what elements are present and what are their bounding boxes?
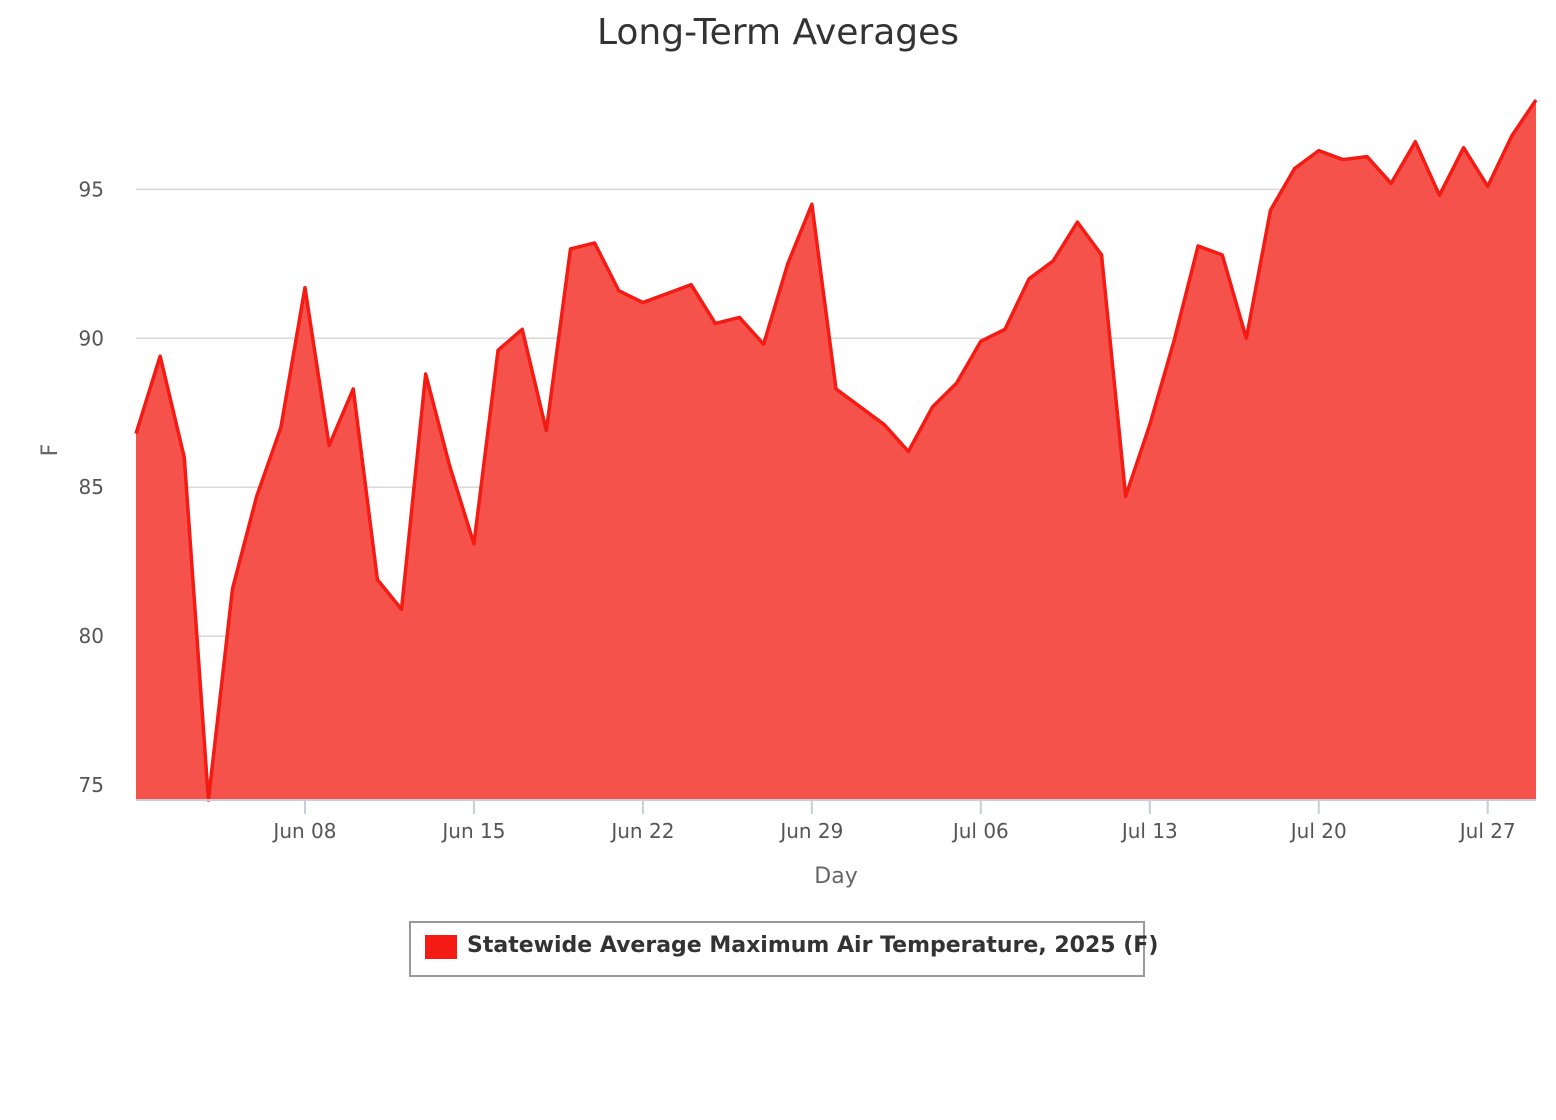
x-tick-label: Jun 22 bbox=[609, 819, 674, 843]
data-point[interactable] bbox=[762, 342, 766, 346]
y-tick-label: 80 bbox=[79, 624, 104, 648]
data-point[interactable] bbox=[1462, 146, 1466, 150]
data-point[interactable] bbox=[1172, 339, 1176, 343]
data-point[interactable] bbox=[1220, 253, 1224, 257]
data-point[interactable] bbox=[375, 578, 379, 582]
data-point[interactable] bbox=[279, 426, 283, 430]
data-point[interactable] bbox=[786, 262, 790, 266]
data-point[interactable] bbox=[1051, 259, 1055, 263]
data-point[interactable] bbox=[1413, 140, 1417, 144]
data-point[interactable] bbox=[158, 354, 162, 358]
chart-title: Long-Term Averages bbox=[596, 12, 960, 53]
data-point[interactable] bbox=[496, 348, 500, 352]
data-point[interactable] bbox=[1196, 244, 1200, 248]
data-point[interactable] bbox=[1148, 423, 1152, 427]
data-point[interactable] bbox=[1389, 181, 1393, 185]
data-point[interactable] bbox=[834, 387, 838, 391]
y-tick-label: 90 bbox=[79, 326, 104, 350]
data-point[interactable] bbox=[906, 449, 910, 453]
data-point[interactable] bbox=[568, 247, 572, 251]
data-point[interactable] bbox=[231, 587, 235, 591]
legend-swatch bbox=[425, 935, 457, 959]
legend-label: Statewide Average Maximum Air Temperatur… bbox=[467, 933, 1159, 958]
data-point[interactable] bbox=[351, 387, 355, 391]
data-point[interactable] bbox=[400, 607, 404, 611]
data-point[interactable] bbox=[979, 339, 983, 343]
data-point[interactable] bbox=[882, 423, 886, 427]
legend[interactable]: Statewide Average Maximum Air Temperatur… bbox=[409, 921, 1158, 977]
data-point[interactable] bbox=[520, 327, 524, 331]
x-tick-label: Jun 08 bbox=[271, 819, 336, 843]
series-area bbox=[134, 98, 1538, 802]
data-point[interactable] bbox=[1244, 336, 1248, 340]
data-point[interactable] bbox=[303, 286, 307, 290]
data-point[interactable] bbox=[1365, 155, 1369, 159]
data-point[interactable] bbox=[665, 292, 669, 296]
data-point[interactable] bbox=[255, 494, 259, 498]
data-point[interactable] bbox=[858, 405, 862, 409]
data-point[interactable] bbox=[1534, 98, 1538, 102]
data-point[interactable] bbox=[617, 289, 621, 293]
data-point[interactable] bbox=[810, 202, 814, 206]
data-point[interactable] bbox=[1510, 134, 1514, 138]
data-point[interactable] bbox=[931, 405, 935, 409]
data-point[interactable] bbox=[134, 432, 138, 436]
y-tick-label: 85 bbox=[79, 475, 104, 499]
y-axis-title: F bbox=[38, 444, 63, 457]
data-point[interactable] bbox=[1003, 327, 1007, 331]
data-point[interactable] bbox=[424, 372, 428, 376]
data-point[interactable] bbox=[955, 381, 959, 385]
data-point[interactable] bbox=[713, 321, 717, 325]
x-axis-ticks: Jun 08 Jun 15 Jun 22 Jun 29 Jul 06 Jul 13 Jul … bbox=[271, 800, 1516, 843]
data-point[interactable] bbox=[182, 455, 186, 459]
data-point[interactable] bbox=[1100, 253, 1104, 257]
x-tick-label: Jul 27 bbox=[1458, 819, 1516, 843]
data-point[interactable] bbox=[1027, 277, 1031, 281]
y-tick-label: 75 bbox=[79, 773, 104, 797]
y-axis-ticks: 75 80 85 90 95 bbox=[79, 177, 104, 797]
data-point[interactable] bbox=[1075, 220, 1079, 224]
data-point[interactable] bbox=[737, 315, 741, 319]
data-point[interactable] bbox=[1486, 184, 1490, 188]
x-tick-label: Jun 15 bbox=[440, 819, 505, 843]
data-point[interactable] bbox=[1124, 494, 1128, 498]
data-point[interactable] bbox=[448, 464, 452, 468]
x-tick-label: Jul 06 bbox=[951, 819, 1009, 843]
series-line bbox=[134, 99, 1538, 802]
data-point[interactable] bbox=[689, 283, 693, 287]
y-tick-label: 95 bbox=[79, 177, 104, 201]
data-point[interactable] bbox=[1293, 167, 1297, 171]
x-tick-label: Jul 13 bbox=[1120, 819, 1178, 843]
data-point[interactable] bbox=[1437, 193, 1441, 197]
data-point[interactable] bbox=[544, 429, 548, 433]
data-point[interactable] bbox=[1268, 208, 1272, 212]
data-point[interactable] bbox=[593, 241, 597, 245]
data-point[interactable] bbox=[1317, 149, 1321, 153]
x-tick-label: Jun 29 bbox=[778, 819, 843, 843]
data-point[interactable] bbox=[1341, 158, 1345, 162]
series-fill bbox=[136, 100, 1536, 800]
data-point[interactable] bbox=[472, 542, 476, 546]
x-axis-title: Day bbox=[814, 864, 857, 889]
x-tick-label: Jul 20 bbox=[1289, 819, 1347, 843]
data-point[interactable] bbox=[641, 301, 645, 305]
data-point[interactable] bbox=[327, 444, 331, 448]
